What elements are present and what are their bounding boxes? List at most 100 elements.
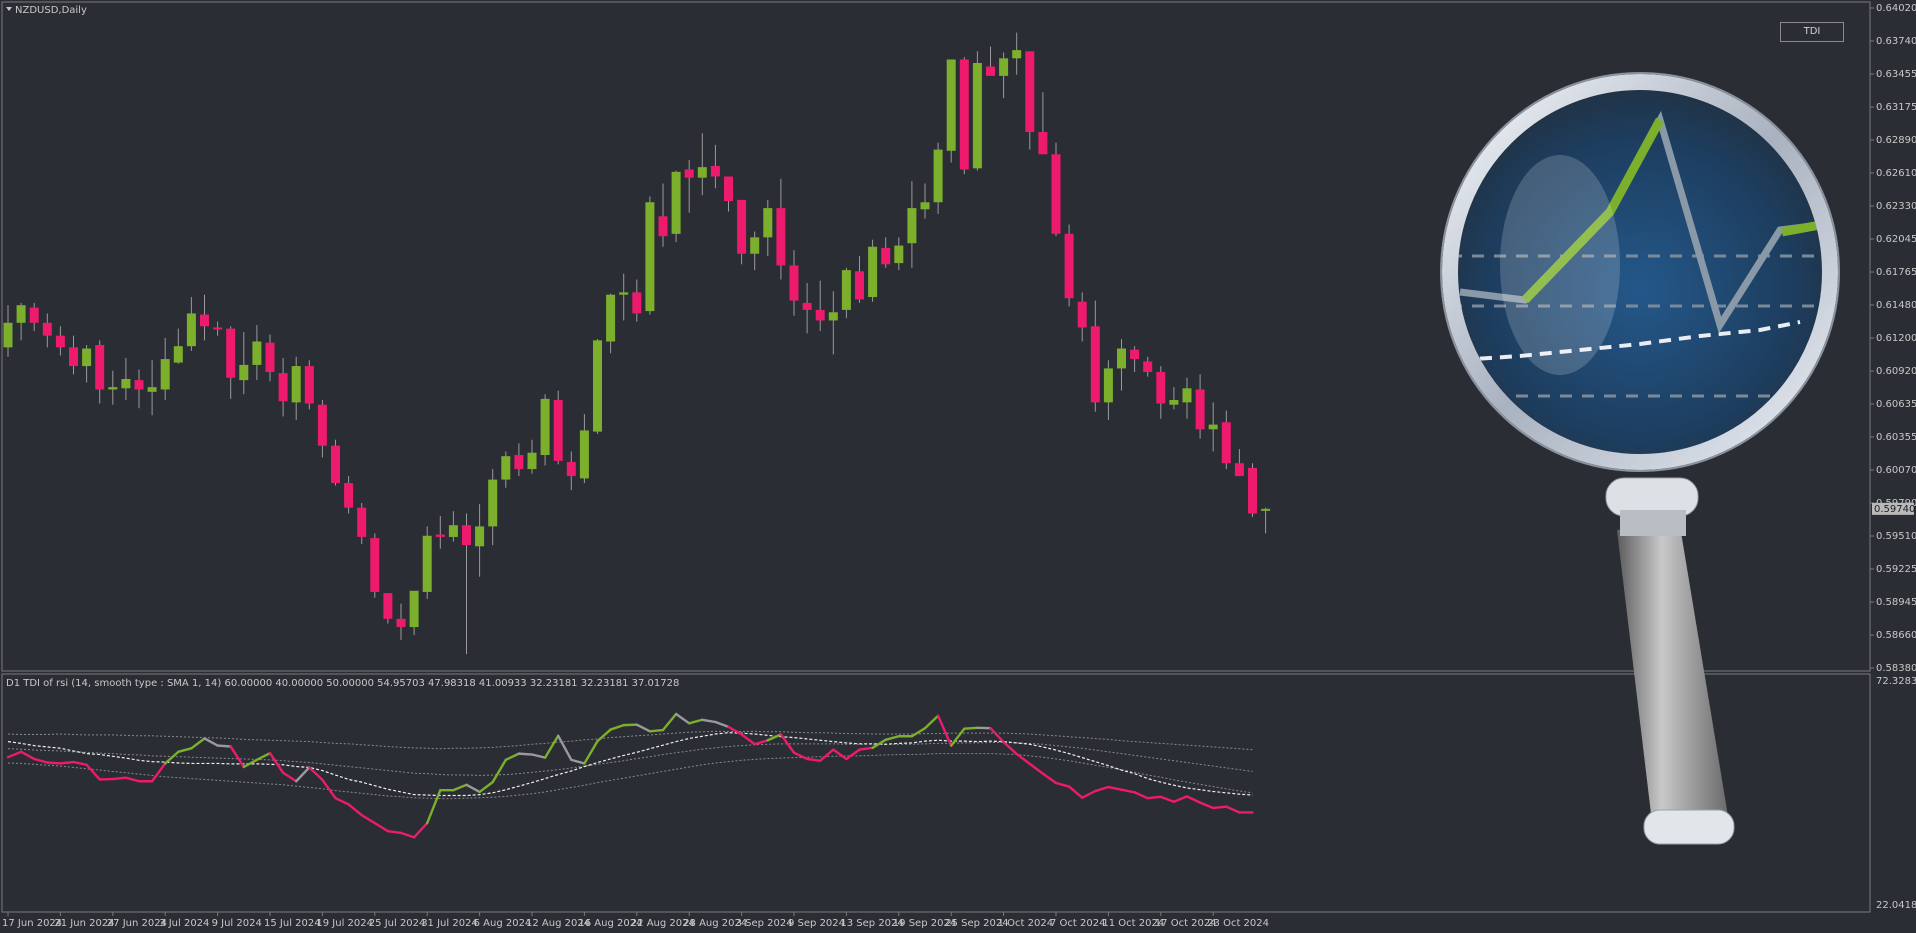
bull-candle [868,246,878,298]
price-tick-label: 0.59510 [1876,531,1916,542]
rsi-line-segment [229,745,246,769]
price-tick-label: 0.60635 [1876,399,1916,410]
rsi-line-segment [412,821,429,839]
date-tick-label: 23 Oct 2024 [1207,918,1269,929]
bull-candle [173,346,183,363]
bear-candle [1195,389,1205,430]
bear-candle [986,66,995,76]
price-tick-label: 0.58660 [1876,630,1916,641]
price-tick-label: 0.61480 [1876,300,1916,311]
magnifier-neck [1620,510,1686,536]
rsi-line-segment [792,751,809,761]
rsi-line-segment [884,735,900,742]
bear-candle [55,335,65,348]
bear-candle [1038,132,1048,155]
rsi-line-segment [740,733,756,746]
bull-candle [1117,348,1126,369]
bear-candle [1156,371,1166,404]
rsi-line-segment [845,748,861,761]
bull-candle [501,456,511,480]
rsi-line-segment [19,750,36,761]
price-tick-label: 0.61200 [1876,333,1916,344]
bear-candle [1221,422,1231,464]
tdi-tick-label: 72.32838 [1876,676,1916,687]
bull-candle [252,341,262,365]
magnified-rsi-up [1521,117,1664,304]
rsi-line-segment [674,712,691,725]
rsi-line-segment [950,727,966,747]
magnified-rsi-up [1781,220,1821,237]
rsi-line-segment [1225,805,1241,814]
bear-candle [226,328,236,378]
date-tick-label: 3 Sep 2024 [736,918,793,929]
rsi-line-segment [216,744,232,748]
bear-candle [370,538,380,592]
bull-candle [828,312,838,321]
rsi-line-segment [648,728,665,733]
bear-candle [566,462,576,477]
bull-candle [239,364,249,381]
rsi-line-segment [190,737,206,750]
date-tick-label: 9 Sep 2024 [788,918,845,929]
candlestick-series [3,32,1271,654]
bear-candle [213,327,223,330]
bull-candle [933,149,943,203]
rsi-line-segment [46,761,62,765]
bull-candle [999,58,1009,76]
rsi-line-segment [635,723,652,733]
rsi-line-segment [399,831,416,839]
indicator-label: D1 TDI of rsi (14, smooth type : SMA 1, … [6,678,679,689]
rsi-line-segment [334,796,350,806]
rsi-line-segment [923,714,940,730]
symbol-title: NZDUSD,Daily [15,5,87,16]
date-tick-label: 22 Aug 2024 [631,918,695,929]
tdi-button[interactable]: TDI [1780,22,1844,42]
rsi-line-segment [373,821,390,833]
bull-candle [186,313,196,347]
date-tick-label: 31 Jul 2024 [421,918,478,929]
price-tick-label: 0.64020 [1876,3,1916,14]
bull-candle [671,171,681,234]
rsi-line-segment [268,751,285,774]
rsi-line-segment [1133,791,1149,800]
bear-candle [881,247,891,265]
bull-candle [579,430,589,479]
bear-candle [737,199,747,254]
date-tick-label: 25 Jul 2024 [369,918,426,929]
rsi-line-segment [386,829,403,835]
date-tick-label: 3 Jul 2024 [159,918,209,929]
rsi-line-segment [1041,772,1058,785]
price-tick-label: 0.62610 [1876,168,1916,179]
rsi-line-segment [1211,805,1228,810]
bull-candle [540,398,550,456]
rsi-line-segment [6,750,23,759]
magnifier-rim-outline [1440,72,1840,472]
bull-candle [1012,50,1022,59]
rsi-line-segment [111,776,128,781]
bull-candle [606,294,616,342]
price-tick-label: 0.60355 [1876,432,1916,443]
rsi-line-segment [177,747,193,754]
bear-candle [1051,154,1061,234]
bear-candle [317,404,327,446]
rsi-line-segment [124,776,141,783]
rsi-line-segment [1185,795,1202,804]
collapse-triangle-icon[interactable] [6,7,12,11]
bull-candle [946,59,956,151]
bull-candle [894,245,904,264]
price-tick-label: 0.62330 [1876,201,1916,212]
rsi-line-segment [1002,740,1018,756]
bull-candle [291,366,301,403]
date-tick-label: 28 Aug 2024 [683,918,747,929]
bear-candle [1130,349,1140,360]
date-tick-label: 17 Oct 2024 [1155,918,1217,929]
bear-candle [462,525,471,546]
price-tick-label: 0.60070 [1876,465,1916,476]
rsi-line-segment [1146,795,1163,800]
rsi-line-segment [570,758,586,765]
rsi-line-segment [963,726,979,730]
bear-candle [514,455,524,470]
date-tick-label: 1 Oct 2024 [998,918,1053,929]
rsi-line-segment [465,783,481,794]
